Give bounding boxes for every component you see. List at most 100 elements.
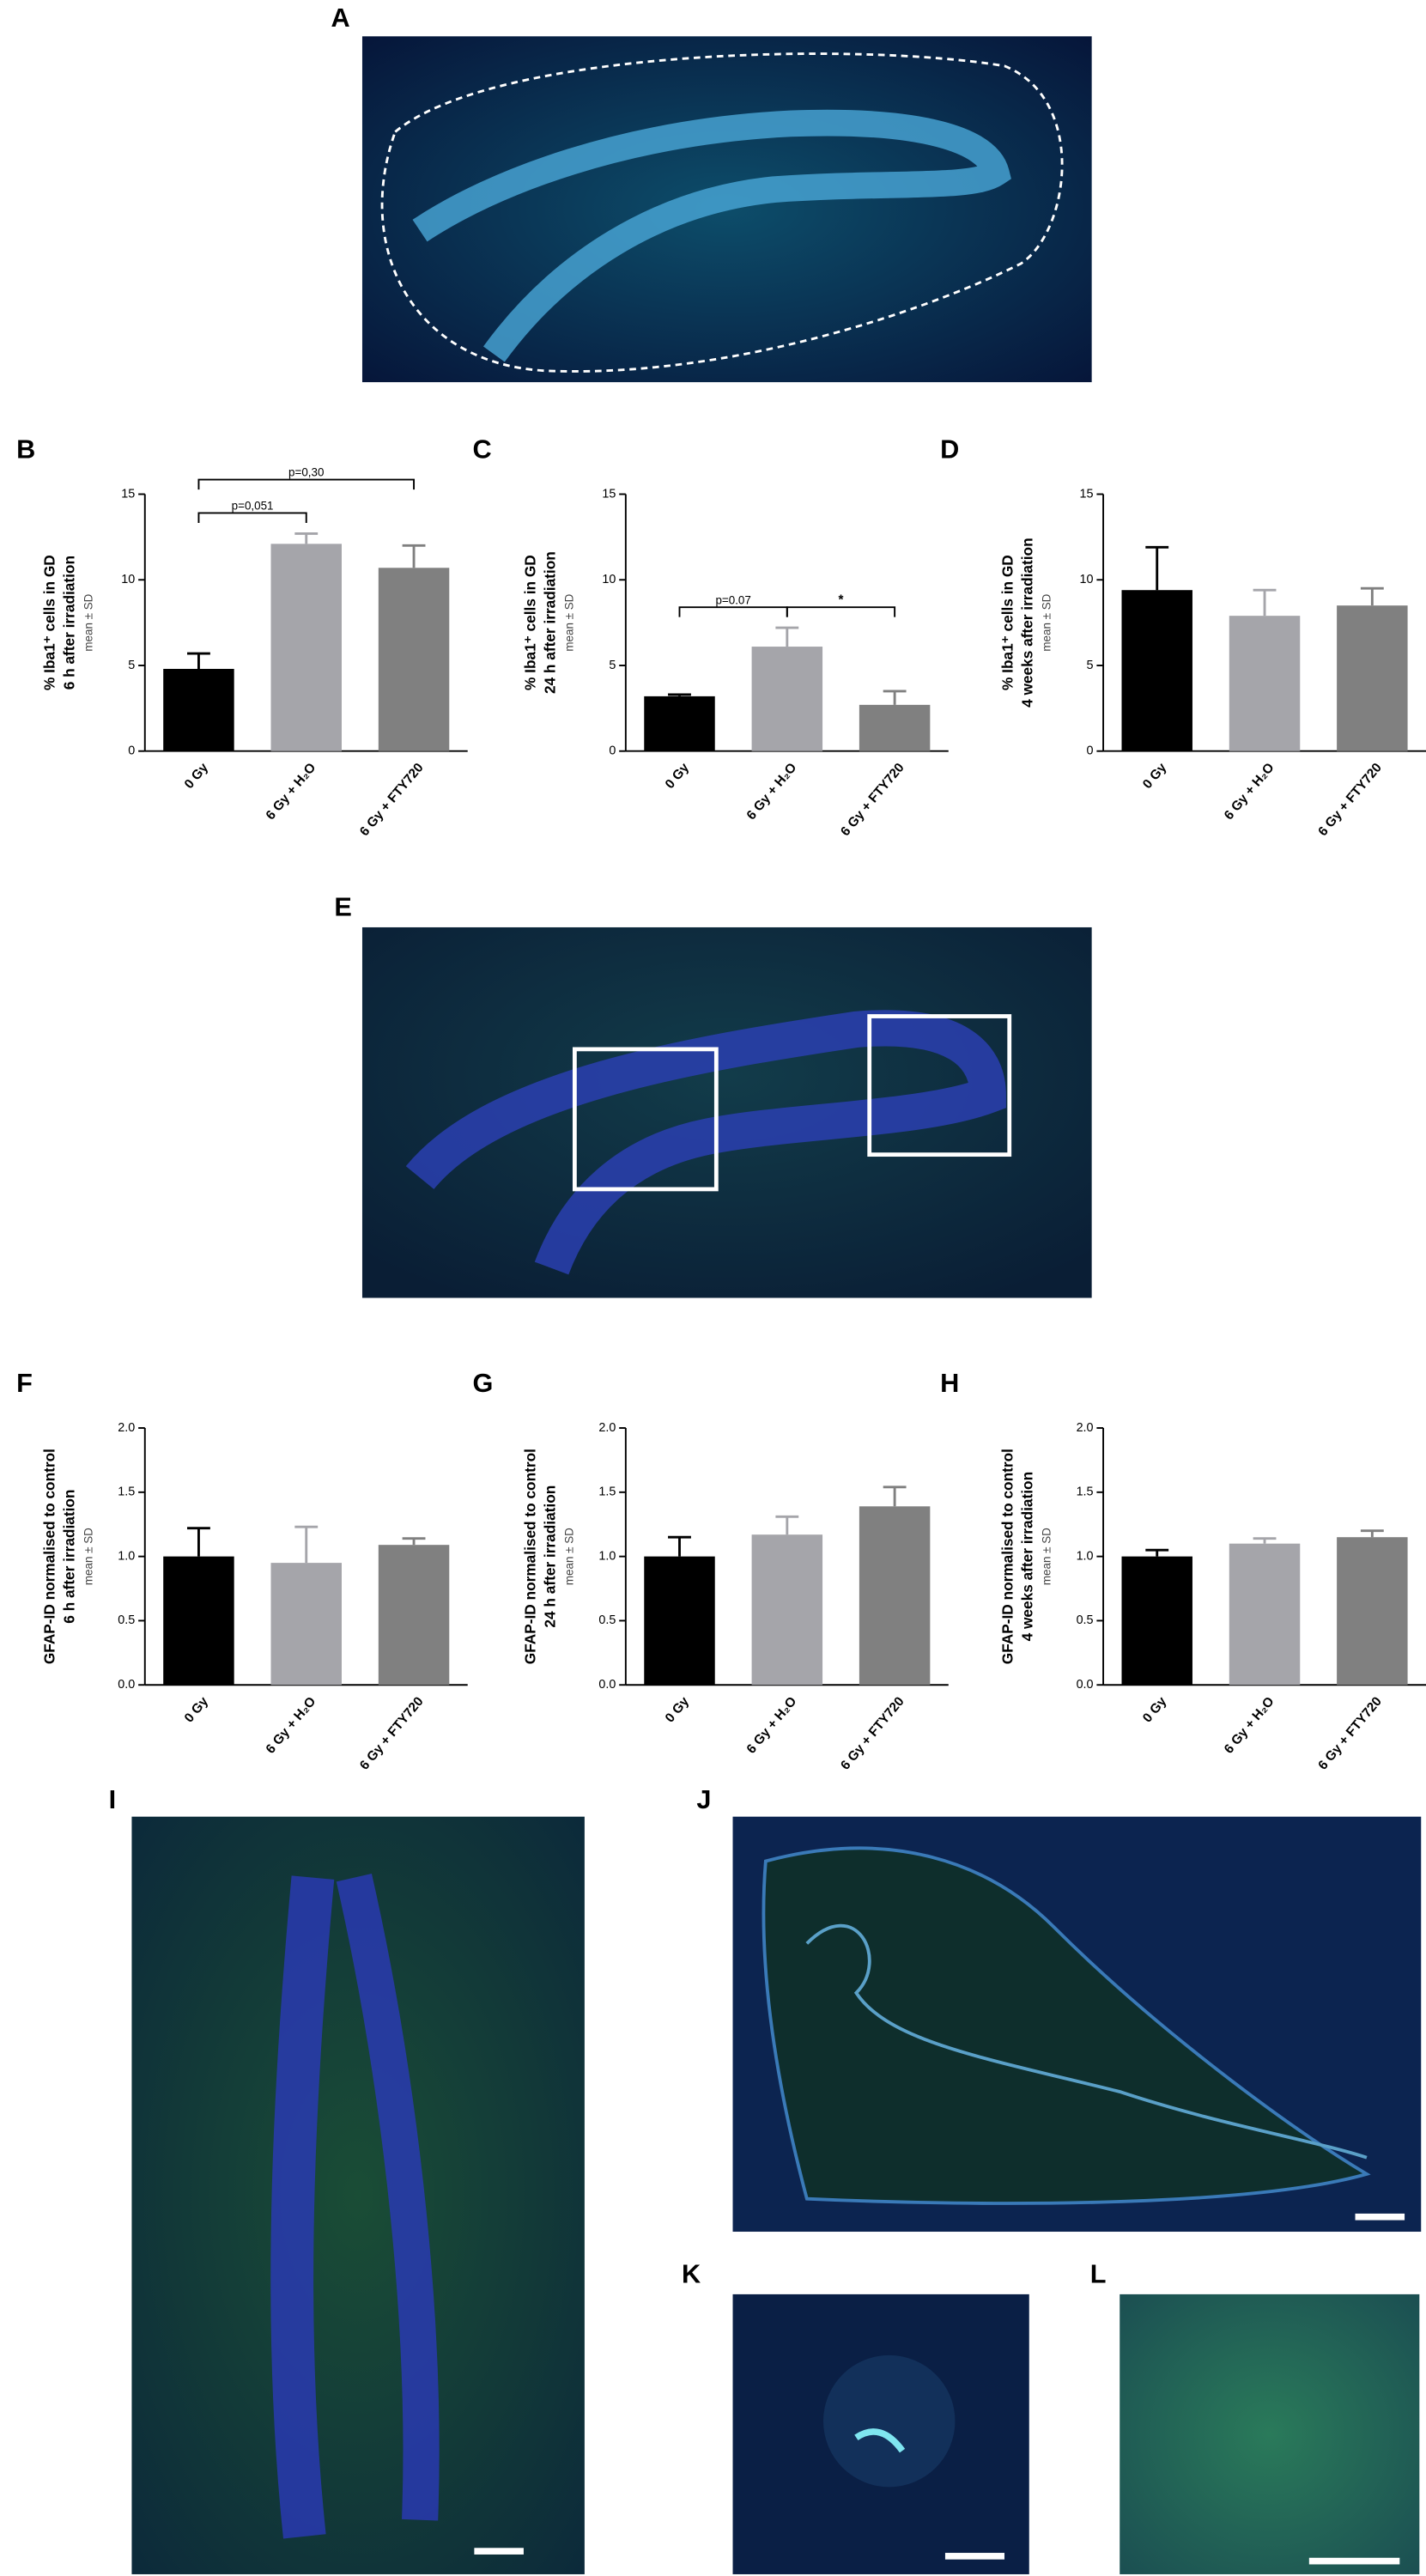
y-tick-label: 0.0 <box>598 1678 616 1692</box>
y-tick-label: 5 <box>128 659 135 672</box>
error-bar <box>1145 1548 1169 1557</box>
micrograph-j <box>732 1816 1422 2233</box>
x-tick-label: 6 Gy + FTY720 <box>838 761 907 840</box>
y-tick-label: 10 <box>1080 573 1094 586</box>
y-axis-note: mean ± SD <box>562 593 575 651</box>
y-tick-label: 0.0 <box>118 1678 135 1692</box>
x-tick-label: 6 Gy + FTY720 <box>357 1694 427 1773</box>
x-tick-label: 0 Gy <box>1140 760 1170 792</box>
error-bar <box>402 544 426 568</box>
y-tick-label: 0 <box>609 744 616 758</box>
y-axis-note: mean ± SD <box>82 1528 94 1585</box>
x-tick-label: 6 Gy + FTY720 <box>357 761 427 840</box>
y-tick-label: 10 <box>121 573 135 586</box>
y-tick-label: 1.0 <box>1077 1549 1094 1563</box>
y-tick-label: 2.0 <box>118 1421 135 1435</box>
x-tick-label: 6 Gy + FTY720 <box>838 1694 907 1773</box>
error-bar <box>294 1525 319 1564</box>
bar <box>378 1545 450 1686</box>
significance-label: p=0.07 <box>715 593 750 606</box>
y-axis-label: 4 weeks after irradiation <box>1019 1472 1036 1642</box>
error-bar <box>883 1485 907 1507</box>
y-tick-label: 15 <box>121 487 135 501</box>
x-tick-label: 6 Gy + FTY720 <box>1315 1694 1385 1773</box>
bar <box>751 1534 823 1686</box>
bar <box>859 1506 931 1686</box>
x-tick-label: 0 Gy <box>182 1694 212 1726</box>
panel-label: L <box>1090 2258 1107 2288</box>
x-tick-label: 6 Gy + H₂O <box>744 761 800 823</box>
x-tick-label: 0 Gy <box>1140 1694 1170 1726</box>
y-axis-note: mean ± SD <box>562 1528 575 1585</box>
bar <box>378 568 450 751</box>
bar <box>751 647 823 751</box>
y-axis-label: % Iba1⁺ cells in GD <box>521 555 538 690</box>
y-tick-label: 5 <box>1087 659 1094 672</box>
error-bar <box>294 532 319 544</box>
micrograph-a <box>361 36 1092 383</box>
significance-label: p=0,30 <box>288 466 324 479</box>
y-tick-label: 10 <box>602 573 616 586</box>
error-bar <box>402 1537 426 1546</box>
bar <box>644 1556 715 1686</box>
error-bar <box>668 693 691 696</box>
error-bar <box>1253 1537 1277 1544</box>
panel-label: D <box>940 434 959 464</box>
bar <box>644 696 715 751</box>
x-tick-label: 0 Gy <box>663 760 693 792</box>
bar <box>1121 1556 1192 1686</box>
y-tick-label: 0.0 <box>1077 1678 1094 1692</box>
micrograph-k <box>732 2293 1029 2574</box>
error-bar <box>187 652 210 669</box>
error-bar <box>775 1515 799 1535</box>
y-axis-label: GFAP-ID normalised to control <box>40 1449 58 1664</box>
bar <box>1337 605 1408 751</box>
error-bar <box>883 690 907 705</box>
micrograph-e <box>361 927 1092 1298</box>
bar <box>1229 616 1301 751</box>
y-axis-label: % Iba1⁺ cells in GD <box>999 555 1016 690</box>
error-bar <box>668 1535 691 1557</box>
y-tick-label: 1.5 <box>598 1485 616 1499</box>
bar <box>163 1556 234 1686</box>
x-tick-label: 0 Gy <box>182 760 212 792</box>
x-tick-label: 6 Gy + H₂O <box>264 1694 319 1757</box>
panel-label: F <box>16 1368 33 1398</box>
bar <box>1229 1543 1301 1686</box>
error-bar <box>775 626 799 647</box>
y-tick-label: 0.5 <box>598 1613 616 1627</box>
significance-label: p=0,051 <box>232 500 274 513</box>
panel-label: E <box>334 892 351 922</box>
significance-bracket <box>197 478 416 490</box>
significance-bracket <box>786 606 896 617</box>
y-tick-label: 1.5 <box>118 1485 135 1499</box>
panel-label: G <box>472 1368 493 1398</box>
error-bar <box>1360 1529 1384 1538</box>
y-axis-note: mean ± SD <box>1041 593 1053 651</box>
panel-label: H <box>940 1368 959 1398</box>
y-axis-note: mean ± SD <box>1041 1528 1053 1585</box>
y-axis-label: 6 h after irradiation <box>60 556 77 690</box>
x-tick-label: 0 Gy <box>663 1694 693 1726</box>
panel-label: I <box>109 1784 117 1814</box>
panel-label: J <box>696 1784 711 1814</box>
panel-label: A <box>331 3 350 33</box>
error-bar <box>1145 545 1169 591</box>
y-tick-label: 0 <box>128 744 135 758</box>
y-tick-label: 2.0 <box>598 1421 616 1435</box>
error-bar <box>1253 588 1277 617</box>
error-bar <box>187 1527 210 1557</box>
y-tick-label: 1.5 <box>1077 1485 1094 1499</box>
bar <box>163 668 234 751</box>
micrograph-l <box>1120 2293 1420 2574</box>
bar <box>1121 590 1192 751</box>
y-axis-label: 6 h after irradiation <box>60 1490 77 1624</box>
y-tick-label: 0.5 <box>1077 1613 1094 1627</box>
y-axis-label: 24 h after irradiation <box>541 551 558 694</box>
x-tick-label: 6 Gy + H₂O <box>264 761 319 823</box>
significance-bracket <box>678 606 788 617</box>
y-tick-label: 1.0 <box>598 1549 616 1563</box>
y-axis-label: 24 h after irradiation <box>541 1485 558 1628</box>
y-tick-label: 0 <box>1087 744 1094 758</box>
